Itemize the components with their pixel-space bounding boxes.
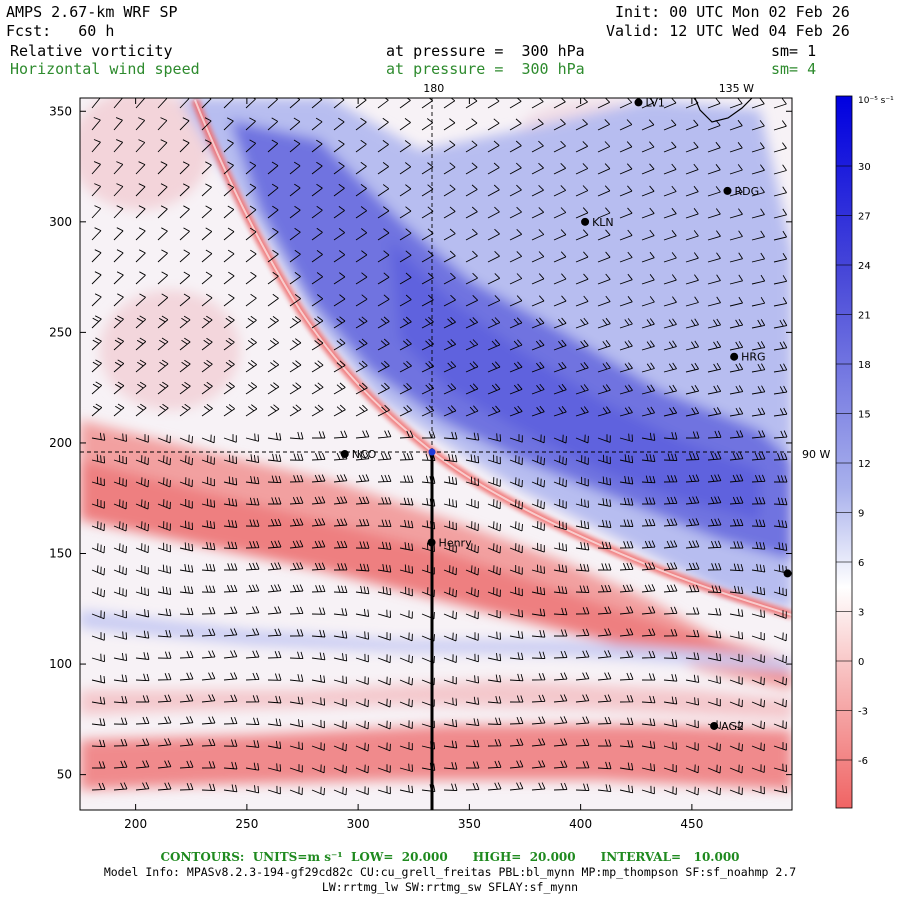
x-tick-label: 300 <box>347 817 370 831</box>
station-marker <box>723 186 732 195</box>
y-tick-label: 350 <box>49 104 72 118</box>
station-label: RDG <box>734 185 759 198</box>
plot-frame <box>79 97 793 811</box>
station-marker <box>581 217 590 226</box>
colorbar-label: 12 <box>858 459 871 470</box>
x-tick-label: 450 <box>680 817 703 831</box>
colorbar-ticks <box>836 165 852 761</box>
forecast-hour: Fcst: 60 h <box>6 22 115 40</box>
colorbar-label: 30 <box>858 162 871 173</box>
x-tick-label: 350 <box>458 817 481 831</box>
station-label: HRG <box>741 351 765 364</box>
station-marker <box>340 450 349 458</box>
axis-tick-labels: 200 250 300 350 400 450 50 100 150 200 250 300 350 <box>49 104 703 831</box>
station-marker <box>783 569 792 578</box>
init-time: Init: 00 UTC Mon 02 Feb 26 <box>615 3 850 21</box>
y-tick-label: 100 <box>49 657 72 671</box>
field1-level: at pressure = 300 hPa <box>386 42 585 60</box>
x-tick-label: 250 <box>235 817 258 831</box>
parallel-label: 90 W <box>802 448 830 461</box>
model-info: Model Info: MPASv8.2.3-194-gf29cd82c CU:… <box>103 865 797 879</box>
field2-level: at pressure = 300 hPa <box>386 60 585 78</box>
station-label: AG2 <box>721 720 744 733</box>
colorbar <box>835 95 853 809</box>
colorbar-label: 15 <box>858 410 871 421</box>
wind-barb-field <box>91 98 788 796</box>
colorbar-label: 24 <box>858 261 871 272</box>
station-marker <box>634 98 643 107</box>
y-tick-label: 150 <box>49 547 72 561</box>
colorbar-label: 21 <box>858 311 871 322</box>
y-tick-label: 50 <box>57 768 72 782</box>
station-marker <box>427 538 436 547</box>
colorbar-label: -6 <box>858 756 868 767</box>
field1-smoothing: sm= 1 <box>771 42 817 60</box>
station-label: NCO <box>352 448 377 461</box>
station-label: KLN <box>592 216 614 229</box>
meridian-label: 180 <box>423 82 444 95</box>
contour-info: CONTOURS: UNITS=m s⁻¹ LOW= 20.000 HIGH= … <box>160 850 740 864</box>
y-tick-label: 200 <box>49 436 72 450</box>
colorbar-unit: 10⁻⁵ s⁻¹ <box>858 96 894 106</box>
colorbar-label: 27 <box>858 212 871 223</box>
model-title: AMPS 2.67-km WRF SP <box>6 3 178 21</box>
geo-labels: 180 135 W 90 W <box>423 82 830 461</box>
field2-smoothing: sm= 4 <box>771 60 817 78</box>
x-tick-label: 400 <box>569 817 592 831</box>
station-marker <box>730 352 739 361</box>
colorbar-label: 6 <box>858 558 864 569</box>
colorbar-label: -3 <box>858 707 868 718</box>
field2-name: Horizontal wind speed <box>10 60 200 78</box>
colorbar-label: 9 <box>858 509 864 520</box>
y-tick-label: 300 <box>49 215 72 229</box>
colorbar-label: 0 <box>858 657 864 668</box>
station-label: LV1 <box>645 96 664 109</box>
valid-time: Valid: 12 UTC Wed 04 Feb 26 <box>606 22 850 40</box>
y-tick-label: 250 <box>49 325 72 339</box>
station-marker <box>710 721 719 730</box>
cross-section-start-marker <box>428 448 436 456</box>
colorbar-label: 18 <box>858 360 871 371</box>
axis-ticks <box>80 98 792 810</box>
stations: LV1 RDG KLN HRG NCO Henry AG2 <box>340 96 792 733</box>
station-label: Henry <box>439 536 473 549</box>
wind-barbs <box>91 98 788 796</box>
colorbar-label: 3 <box>858 608 864 619</box>
model-info-physics: LW:rrtmg_lw SW:rrtmg_sw SFLAY:sf_mynn <box>321 880 579 894</box>
field1-name: Relative vorticity <box>10 42 173 60</box>
x-tick-label: 200 <box>124 817 147 831</box>
meridian-label: 135 W <box>719 82 754 95</box>
field-shading <box>80 98 792 810</box>
